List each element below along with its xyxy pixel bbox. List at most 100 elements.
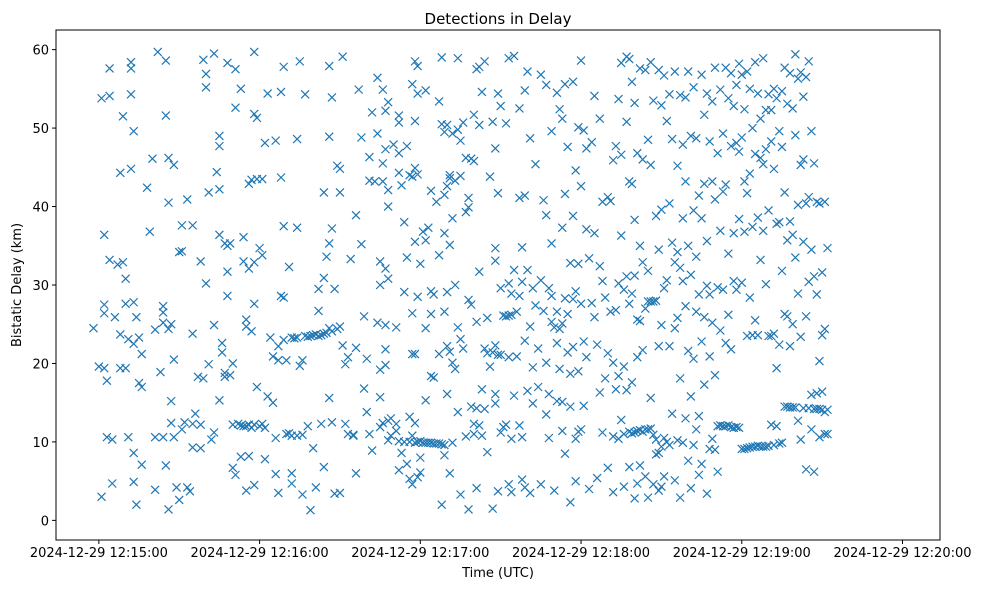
data-point [686, 391, 696, 401]
data-point [504, 479, 514, 489]
data-point [324, 132, 334, 142]
data-point [268, 398, 278, 408]
data-point [665, 198, 674, 208]
data-point [148, 154, 157, 164]
data-point [434, 96, 444, 106]
data-point [327, 326, 337, 336]
data-point [480, 56, 490, 66]
data-point [731, 422, 741, 432]
data-point [300, 89, 310, 99]
data-point [448, 438, 457, 448]
data-point [126, 64, 136, 73]
data-point [273, 488, 283, 498]
data-point [485, 362, 495, 372]
data-point [681, 301, 690, 311]
x-axis-label: Time (UTC) [461, 566, 534, 581]
data-point [756, 255, 765, 265]
data-point [415, 453, 425, 463]
data-point [557, 114, 567, 124]
data-point [772, 93, 782, 103]
data-point [97, 93, 106, 103]
data-point [769, 329, 779, 339]
data-point [713, 148, 723, 158]
data-point [89, 323, 98, 333]
data-point [705, 289, 715, 299]
data-point [694, 470, 704, 480]
data-point [99, 363, 109, 373]
data-point [464, 295, 473, 305]
data-point [820, 324, 830, 334]
data-point [415, 259, 425, 269]
data-point [820, 429, 830, 439]
data-point [343, 352, 353, 362]
data-point [729, 276, 739, 286]
data-point [220, 372, 230, 382]
data-point [448, 213, 457, 223]
data-point [99, 230, 109, 240]
data-point [249, 420, 259, 430]
data-point [520, 85, 530, 95]
data-point [565, 258, 575, 268]
data-point [683, 456, 693, 466]
data-point [413, 169, 423, 179]
data-point [271, 136, 281, 146]
data-point [458, 118, 468, 128]
data-point [426, 309, 436, 319]
data-point [338, 52, 348, 62]
data-point [555, 104, 565, 114]
data-point [525, 322, 535, 332]
data-point [279, 293, 289, 302]
data-point [648, 479, 658, 489]
x-tick-label: 2024-12-29 12:15:00 [30, 546, 168, 561]
data-point [335, 488, 345, 498]
data-point [263, 391, 273, 401]
data-point [466, 402, 476, 412]
data-point [734, 214, 744, 224]
data-point [295, 56, 305, 66]
data-point [311, 483, 321, 492]
data-point [362, 354, 372, 364]
data-point [209, 49, 219, 58]
data-point [472, 403, 481, 413]
data-point [493, 89, 503, 98]
data-point [624, 54, 634, 64]
data-point [413, 472, 423, 482]
data-point [196, 443, 206, 453]
data-point [265, 333, 275, 342]
data-point [525, 133, 535, 143]
data-point [252, 113, 262, 123]
data-point [560, 449, 570, 459]
data-point [335, 322, 345, 332]
data-point [740, 444, 749, 454]
data-point [793, 200, 803, 210]
data-point [627, 179, 637, 189]
data-point [442, 389, 452, 399]
data-point [164, 153, 173, 163]
data-point [611, 141, 621, 151]
data-point [198, 373, 208, 383]
data-point [665, 89, 674, 99]
data-point [678, 438, 688, 448]
data-point [164, 324, 173, 334]
data-point [188, 329, 198, 339]
data-point [742, 67, 752, 77]
data-point [322, 252, 331, 262]
data-point [815, 404, 824, 414]
data-point [667, 409, 677, 419]
data-point [298, 490, 307, 499]
data-point [683, 346, 693, 356]
data-point [418, 227, 428, 237]
data-point [458, 344, 468, 353]
data-point [364, 152, 374, 162]
data-point [579, 126, 589, 135]
data-point [616, 415, 626, 425]
data-point [308, 443, 318, 453]
data-point [804, 56, 814, 66]
data-point [445, 347, 455, 357]
data-point [303, 332, 313, 342]
data-point [375, 392, 385, 402]
data-point [201, 69, 211, 79]
data-point [571, 166, 581, 175]
x-tick-label: 2024-12-29 12:19:00 [673, 546, 811, 561]
data-point [102, 432, 112, 442]
